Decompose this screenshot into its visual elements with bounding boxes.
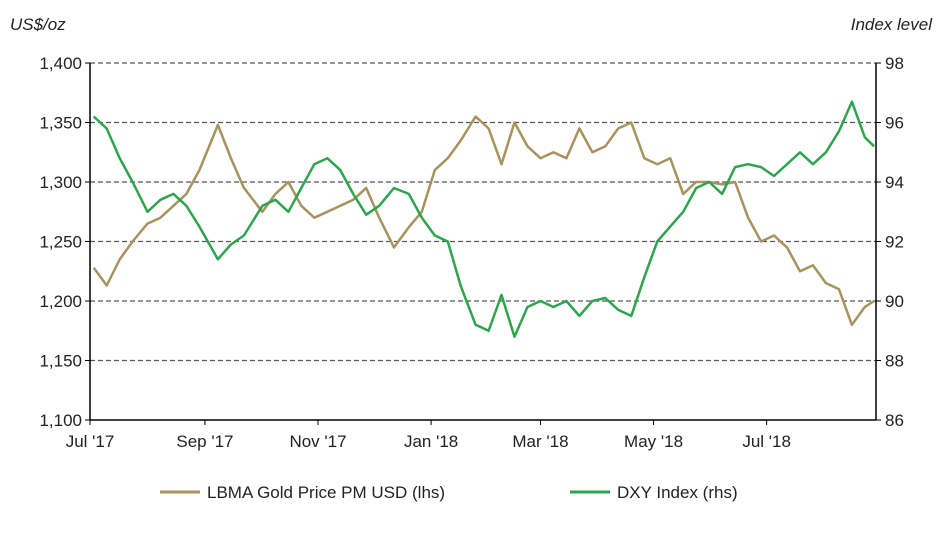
- left-tick-label: 1,150: [39, 352, 82, 371]
- right-tick-label: 90: [885, 292, 904, 311]
- x-tick-label: Jul '18: [742, 432, 791, 451]
- right-tick-label: 98: [885, 54, 904, 73]
- right-axis-label: Index level: [851, 15, 933, 34]
- dxy-index-line: [92, 100, 875, 338]
- x-tick-label: Nov '17: [289, 432, 346, 451]
- x-tick-label: May '18: [624, 432, 683, 451]
- x-tick-label: Sep '17: [176, 432, 233, 451]
- right-tick-label: 86: [885, 411, 904, 430]
- left-tick-label: 1,300: [39, 173, 82, 192]
- legend-label: LBMA Gold Price PM USD (lhs): [207, 483, 445, 502]
- right-tick-label: 92: [885, 233, 904, 252]
- left-tick-label: 1,200: [39, 292, 82, 311]
- x-tick-label: Jul '17: [66, 432, 115, 451]
- left-axis-label: US$/oz: [10, 15, 66, 34]
- legend-label: DXY Index (rhs): [617, 483, 738, 502]
- legend: LBMA Gold Price PM USD (lhs) DXY Index (r…: [160, 483, 738, 502]
- x-tick-label: Mar '18: [512, 432, 568, 451]
- right-tick-label: 96: [885, 114, 904, 133]
- left-tick-label: 1,250: [39, 233, 82, 252]
- left-tick-label: 1,100: [39, 411, 82, 430]
- left-tick-label: 1,350: [39, 114, 82, 133]
- x-tick-label: Jan '18: [404, 432, 458, 451]
- right-tick-label: 94: [885, 173, 904, 192]
- gold-price-line: [92, 115, 875, 327]
- left-tick-label: 1,400: [39, 54, 82, 73]
- right-tick-label: 88: [885, 352, 904, 371]
